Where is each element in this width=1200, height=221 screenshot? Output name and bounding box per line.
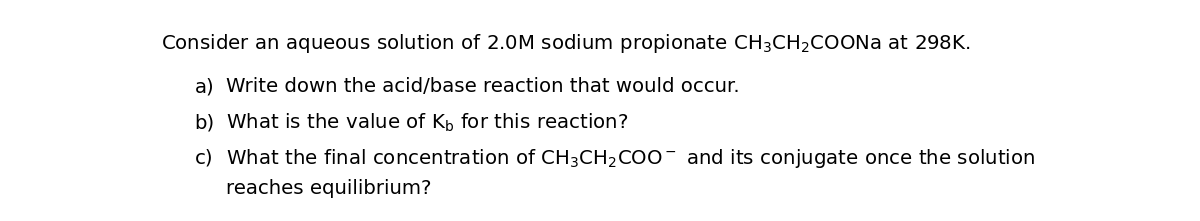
Text: c): c) — [194, 149, 214, 168]
Text: b): b) — [194, 114, 215, 133]
Text: $\mathregular{What\ is\ the\ value\ of\ K_b\ for\ this\ reaction?}$: $\mathregular{What\ is\ the\ value\ of\ … — [227, 112, 629, 134]
Text: a): a) — [194, 77, 215, 96]
Text: $\mathregular{What\ the\ final\ concentration\ of\ CH_3CH_2COO^-\ and\ its\ conj: $\mathregular{What\ the\ final\ concentr… — [227, 147, 1036, 170]
Text: Write down the acid/base reaction that would occur.: Write down the acid/base reaction that w… — [227, 77, 740, 96]
Text: $\mathregular{Consider\ an\ aqueous\ solution\ of\ 2.0M\ sodium\ propionate\ CH_: $\mathregular{Consider\ an\ aqueous\ sol… — [161, 32, 971, 55]
Text: reaches equilibrium?: reaches equilibrium? — [227, 179, 432, 198]
